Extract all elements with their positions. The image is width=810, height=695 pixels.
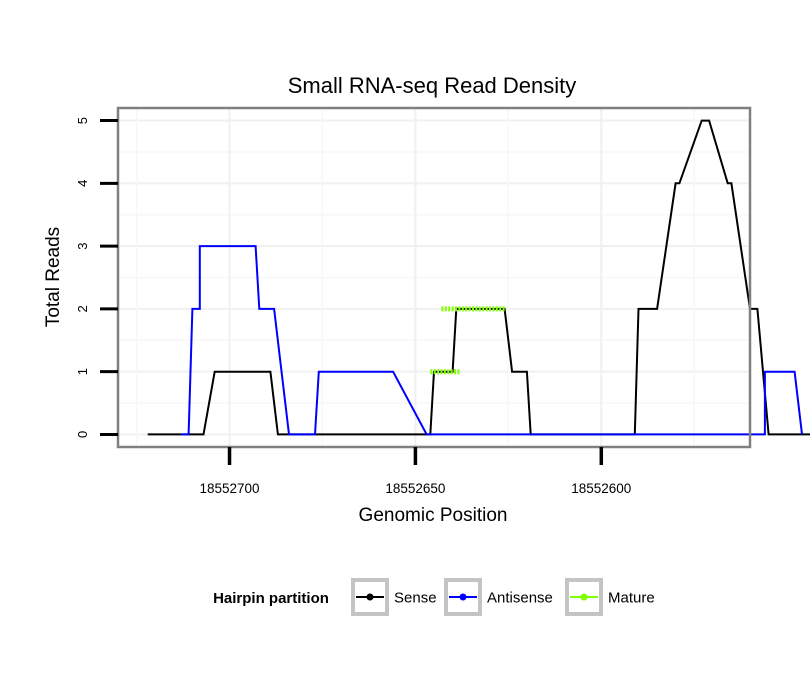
y-tick-label: 0 [75, 431, 90, 438]
legend: Hairpin partition Sense Antisense Mature [213, 578, 655, 616]
y-tick-label: 2 [75, 305, 90, 312]
series-line-antisense [181, 245, 803, 436]
plot-area [116, 106, 810, 449]
y-tick-label: 1 [75, 368, 90, 375]
legend-entries: Sense Antisense Mature [351, 578, 655, 616]
chart-title: Small RNA-seq Read Density [288, 73, 577, 98]
y-axis-title: Total Reads [43, 227, 64, 327]
y-tick-label: 5 [75, 117, 90, 124]
series-lines [147, 119, 810, 436]
x-tick-label: 18552700 [199, 481, 259, 496]
y-tick-label: 4 [75, 180, 90, 187]
x-tick-label: 18552650 [385, 481, 445, 496]
legend-key-point-antisense [459, 593, 467, 601]
legend-key-point-sense [366, 593, 374, 601]
y-tick-label: 3 [75, 242, 90, 249]
x-axis-title: Genomic Position [359, 505, 508, 526]
x-axis: 18552700 18552650 18552600 [199, 447, 631, 496]
legend-key-point-mature [580, 593, 588, 601]
legend-label-mature: Mature [608, 590, 655, 607]
legend-title: Hairpin partition [213, 590, 329, 607]
y-axis: 0 1 2 3 4 5 [75, 117, 118, 438]
legend-label-sense: Sense [394, 590, 437, 607]
plot-border [116, 106, 752, 449]
grid-lines [118, 108, 750, 447]
legend-label-antisense: Antisense [487, 590, 553, 607]
x-tick-label: 18552600 [571, 481, 631, 496]
